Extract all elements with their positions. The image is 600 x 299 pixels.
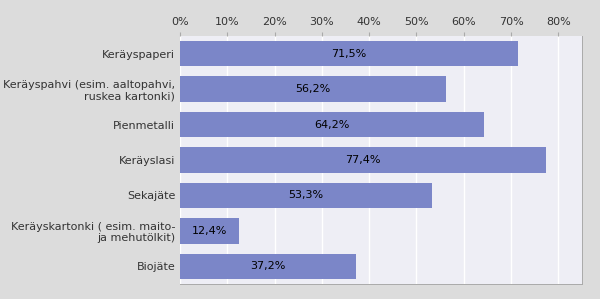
Text: 37,2%: 37,2% <box>250 261 286 271</box>
Bar <box>180 218 239 244</box>
Bar <box>180 147 546 173</box>
Bar <box>180 254 356 279</box>
Bar <box>180 76 446 102</box>
Bar <box>180 41 518 66</box>
Text: 71,5%: 71,5% <box>331 49 367 59</box>
Bar <box>180 112 484 137</box>
Text: 64,2%: 64,2% <box>314 120 350 129</box>
Text: 77,4%: 77,4% <box>345 155 381 165</box>
Text: 53,3%: 53,3% <box>289 190 323 200</box>
Bar <box>180 183 432 208</box>
Text: 12,4%: 12,4% <box>191 226 227 236</box>
Text: 56,2%: 56,2% <box>295 84 331 94</box>
